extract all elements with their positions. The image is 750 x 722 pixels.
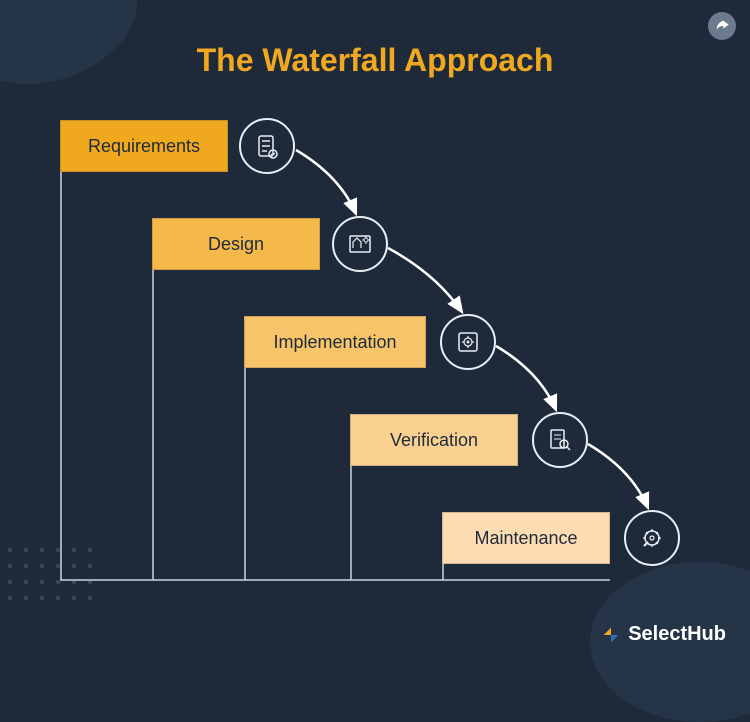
brand-logo: SelectHub (600, 623, 726, 646)
checklist-icon (239, 118, 295, 174)
wrench-gear-icon (624, 510, 680, 566)
logo-text: SelectHub (628, 623, 726, 646)
magnify-doc-icon (532, 412, 588, 468)
phase-box-requirements: Requirements (60, 120, 228, 172)
phase-box-verification: Verification (350, 414, 518, 466)
phase-box-design: Design (152, 218, 320, 270)
logo-mark-icon (600, 624, 622, 646)
phase-box-implementation: Implementation (244, 316, 426, 368)
blueprint-icon (332, 216, 388, 272)
gear-flow-icon (440, 314, 496, 370)
phase-box-maintenance: Maintenance (442, 512, 610, 564)
